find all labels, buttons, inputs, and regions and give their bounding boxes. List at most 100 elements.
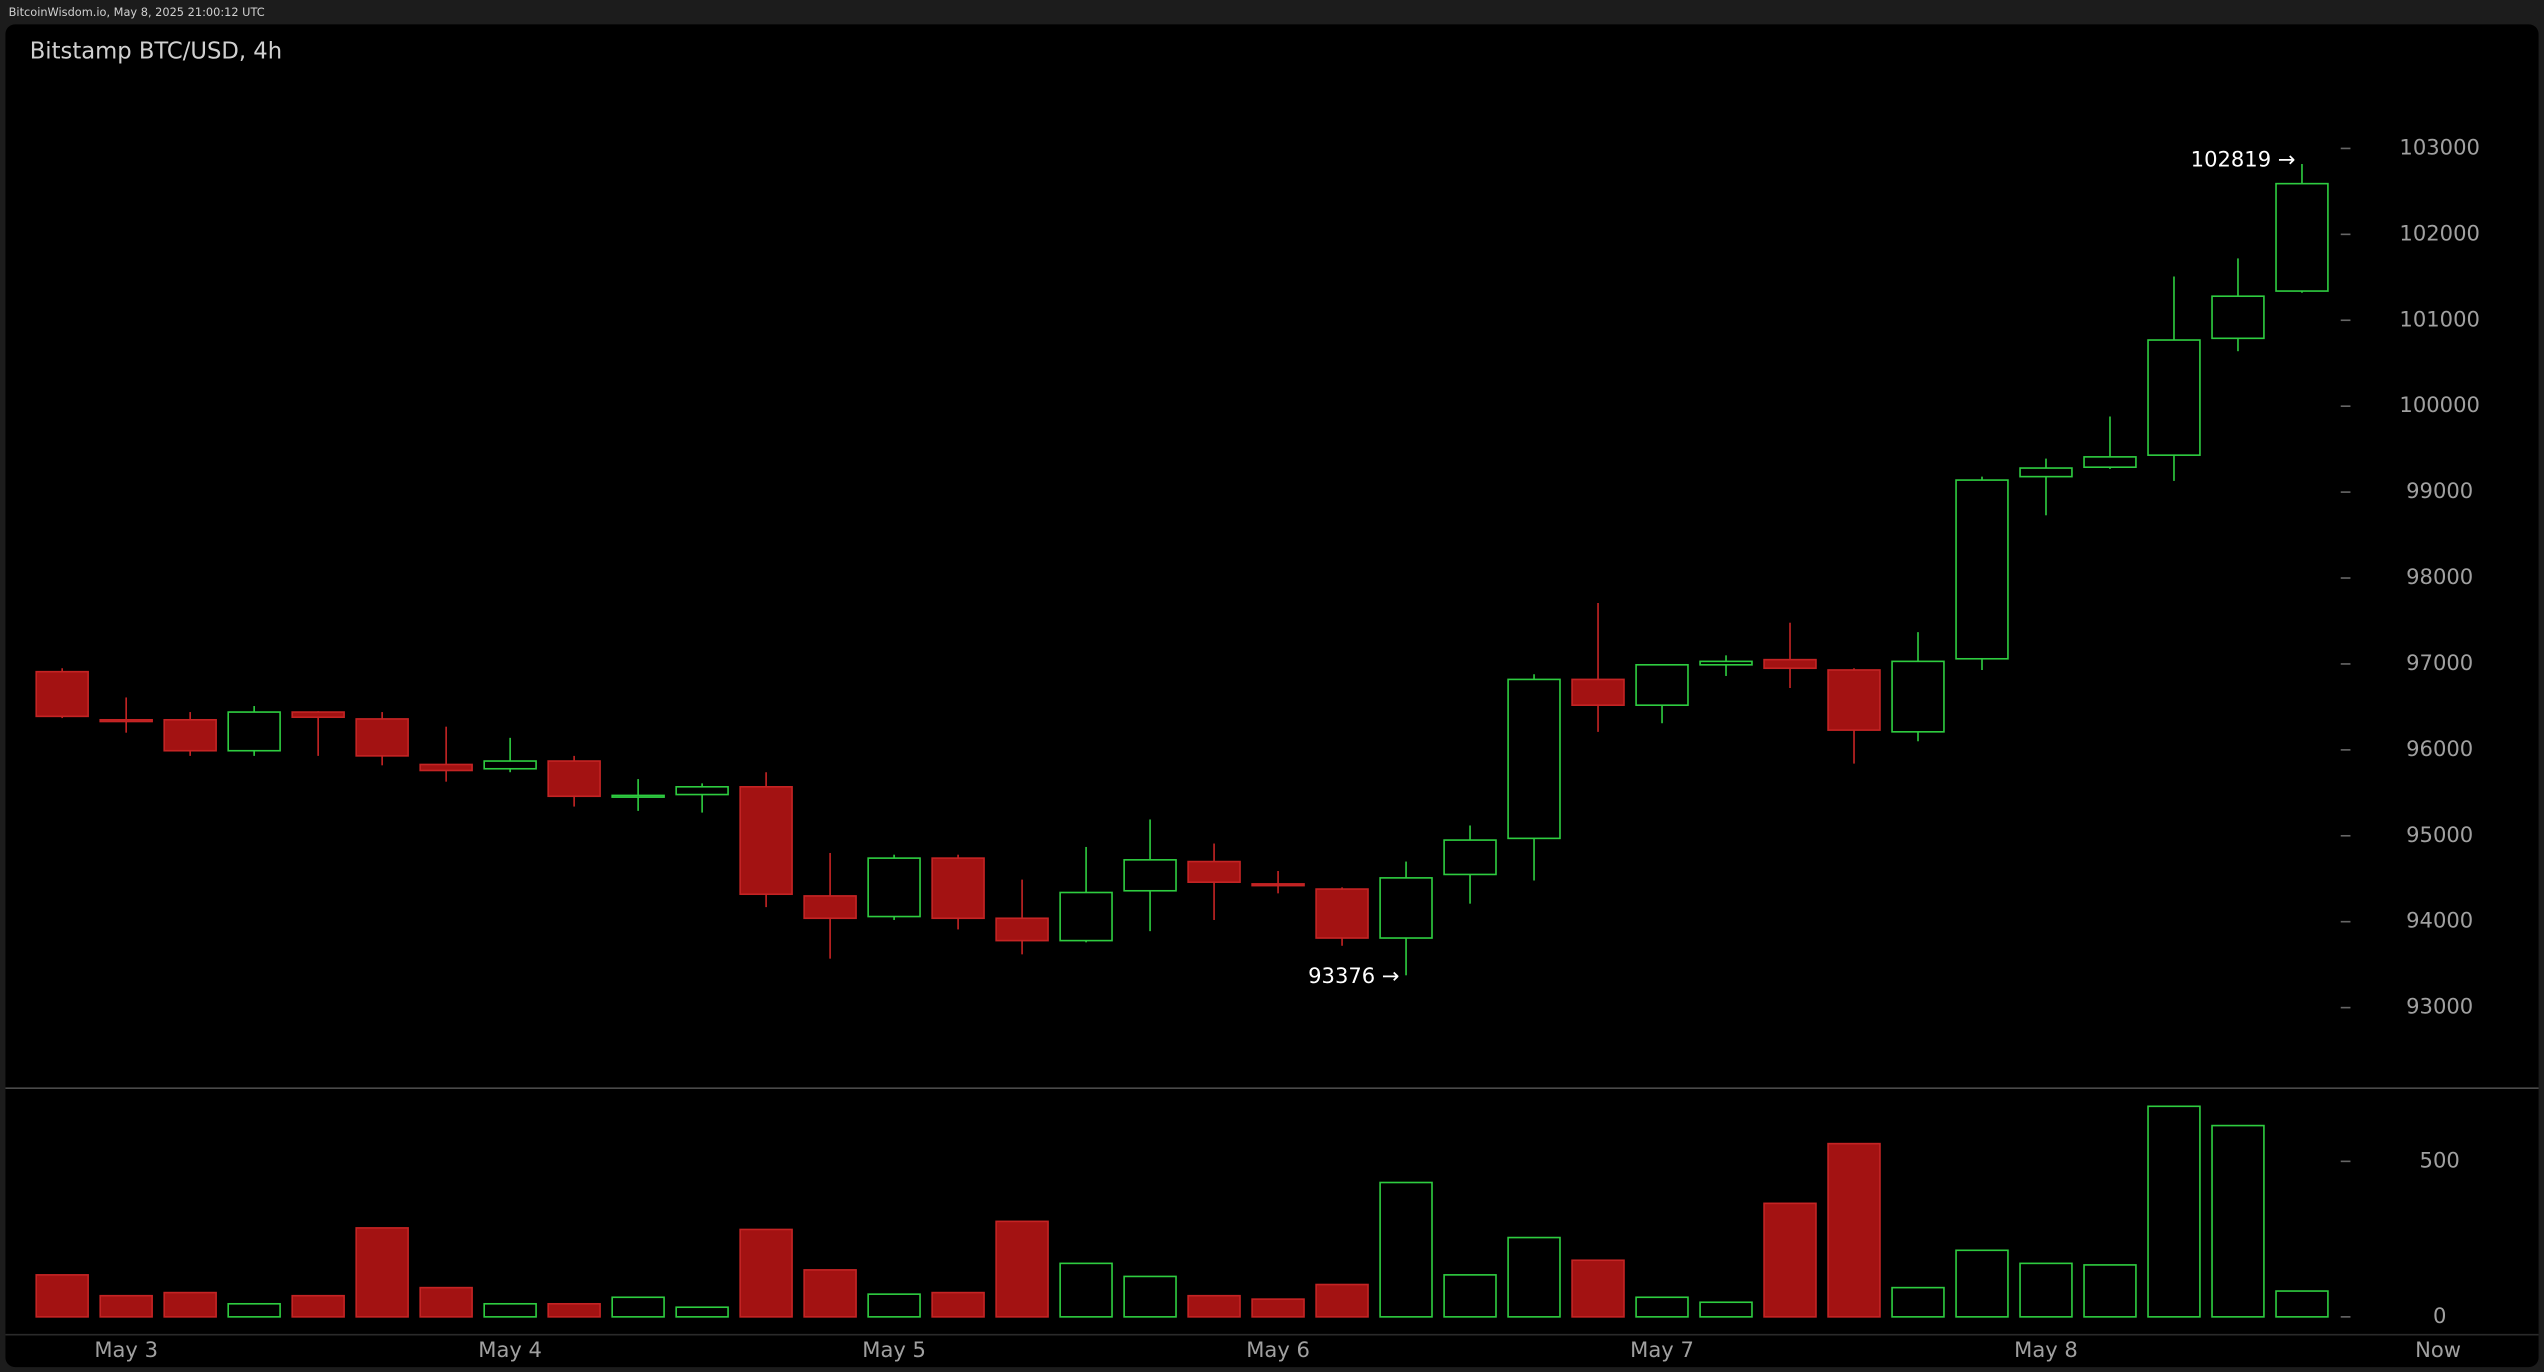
y-tick-label: 94000 (2406, 908, 2473, 933)
plot-background (5, 24, 2539, 1368)
x-tick-label: May 6 (1246, 1337, 1310, 1362)
candle-body (1827, 669, 1881, 731)
candle-body (2019, 467, 2073, 478)
candle-body (163, 718, 217, 752)
volume-bar (99, 1294, 153, 1318)
now-label: Now (2415, 1337, 2461, 1362)
y-tick-label: 100000 (2399, 392, 2479, 417)
volume-bar (1379, 1181, 1433, 1318)
candle-body (1187, 860, 1241, 883)
y-tick-label: 101000 (2399, 306, 2479, 331)
x-tick-label: May 5 (862, 1337, 926, 1362)
candle-body (483, 760, 537, 770)
candle-body (1059, 891, 1113, 942)
volume-bar (355, 1227, 409, 1318)
source-label: BitcoinWisdom.io, May 8, 2025 21:00:12 U… (9, 5, 265, 19)
candle-body (1699, 660, 1753, 666)
candle-body (1251, 883, 1305, 887)
volume-bar (1059, 1262, 1113, 1318)
x-tick-label: May 8 (2014, 1337, 2078, 1362)
y-tick-label: 97000 (2406, 650, 2473, 675)
candle-body (803, 895, 857, 920)
candle-body (1507, 678, 1561, 840)
y-tick-label: 99000 (2406, 478, 2473, 503)
candle-body (355, 718, 409, 757)
marks: 93000 94000 95000 96000 97000 98000 99000 10000… (35, 134, 2480, 1362)
candle-body (99, 718, 153, 723)
candle-body (2083, 456, 2137, 468)
volume-bar (1187, 1294, 1241, 1318)
volume-bar (931, 1291, 985, 1318)
volume-bar (2019, 1262, 2073, 1318)
volume-bar (2275, 1290, 2329, 1318)
volume-bar (1507, 1236, 1561, 1318)
volume-bar (611, 1296, 665, 1318)
candle-body (1443, 839, 1497, 876)
volume-bar (1635, 1296, 1689, 1318)
volume-bar (1955, 1249, 2009, 1318)
candle-body (547, 760, 601, 798)
candle-body (1891, 660, 1945, 733)
price-annotation: 102819 → (2191, 147, 2296, 172)
y-tick-label: 98000 (2406, 564, 2473, 589)
candle-body (291, 711, 345, 719)
volume-bar (227, 1302, 281, 1318)
chart-title: Bitstamp BTC/USD, 4h (30, 38, 282, 64)
y-tick-label: 93000 (2406, 994, 2473, 1019)
x-tick-label: May 7 (1630, 1337, 1694, 1362)
candle-body (1123, 859, 1177, 892)
volume-bar (1827, 1142, 1881, 1318)
volume-bar (739, 1228, 793, 1318)
volume-bar (291, 1294, 345, 1318)
candle-body (1315, 888, 1369, 939)
y-tick-label: 103000 (2399, 134, 2479, 159)
candle-body (931, 857, 985, 920)
y-tick-label: 102000 (2399, 220, 2479, 245)
volume-bar (1891, 1286, 1945, 1318)
candle-body (739, 785, 793, 896)
volume-bar (1699, 1301, 1753, 1318)
volume-bar (35, 1274, 89, 1318)
volume-bar (163, 1291, 217, 1318)
volume-bar (1443, 1274, 1497, 1318)
candle-body (419, 763, 473, 772)
candle-body (2147, 339, 2201, 456)
candle-body (675, 785, 729, 796)
x-tick-label: May 3 (94, 1337, 158, 1362)
x-tick-label: May 4 (478, 1337, 542, 1362)
volume-bar (1315, 1283, 1369, 1318)
volume-bar (995, 1220, 1049, 1318)
volume-bar (1251, 1298, 1305, 1318)
candle-body (995, 917, 1049, 942)
volume-bar (867, 1293, 921, 1318)
volume-bar (1763, 1202, 1817, 1318)
candle-body (227, 711, 281, 752)
candle-body (35, 670, 89, 718)
volume-bar (2083, 1264, 2137, 1318)
candle-body (1635, 663, 1689, 706)
volume-bar (1123, 1275, 1177, 1318)
volume-tick-label: 500 (2420, 1147, 2460, 1172)
y-tick-label: 95000 (2406, 822, 2473, 847)
volume-bar (547, 1302, 601, 1318)
volume-tick-label: 0 (2433, 1303, 2446, 1328)
candle-body (2211, 295, 2265, 340)
volume-bar (483, 1302, 537, 1318)
volume-bar (803, 1269, 857, 1318)
volume-bar (2147, 1105, 2201, 1318)
volume-bar (675, 1306, 729, 1318)
candle-body (2275, 182, 2329, 292)
candle-body (867, 857, 921, 918)
candle-body (611, 794, 665, 798)
volume-bar (419, 1286, 473, 1318)
volume-bar (1571, 1259, 1625, 1318)
candle-body (1571, 678, 1625, 706)
price-annotation: 93376 → (1308, 963, 1399, 988)
volume-bar (2211, 1124, 2265, 1318)
candle-body (1763, 658, 1817, 670)
candle-body (1955, 479, 2009, 660)
candle-body (1379, 877, 1433, 939)
y-tick-label: 96000 (2406, 736, 2473, 761)
